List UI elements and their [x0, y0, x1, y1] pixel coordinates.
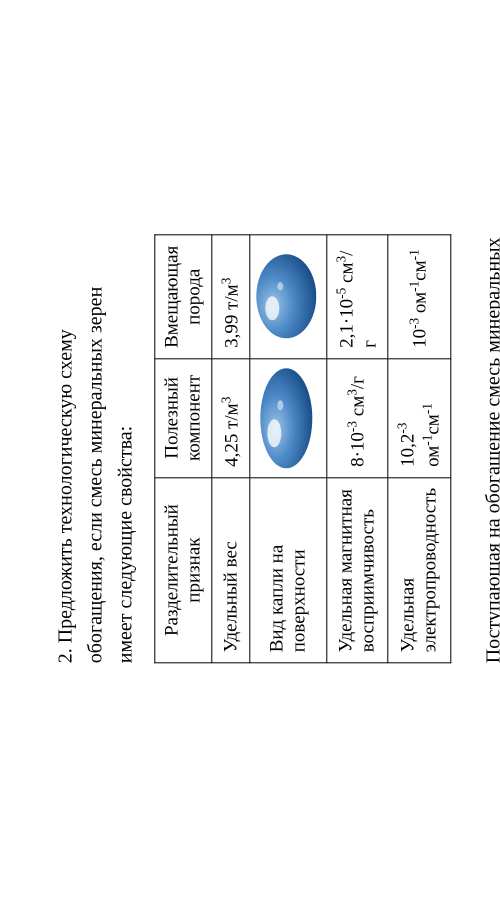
label-density: Удельный вес [212, 477, 250, 662]
value-magnetic-useful: 8·10-3 см3/г [327, 358, 387, 477]
droplet-useful-icon [256, 362, 314, 472]
header-parameter: Разделительный признак [155, 477, 212, 662]
droplet-host-icon [254, 246, 316, 346]
row-density: Удельный вес 4,25 т/м3 3,99 т/м3 [212, 235, 250, 663]
value-density-host: 3,99 т/м3 [212, 235, 250, 358]
label-droplet: Вид капли на поверхности [250, 477, 327, 662]
row-droplet: Вид капли на поверхности [250, 235, 327, 663]
value-density-useful: 4,25 т/м3 [212, 358, 250, 477]
task-intro: 2. Предложить технологическую схему обог… [50, 234, 140, 663]
outro-line-1: Поступающая на обогащение смесь минераль… [477, 234, 500, 663]
value-droplet-host [250, 235, 327, 358]
properties-table: Разделительный признак Полезный компонен… [154, 234, 451, 663]
row-magnetic: Удельная магнитная восприимчивость 8·10-… [327, 235, 387, 663]
label-magnetic: Удельная магнитная восприимчивость [327, 477, 387, 662]
header-host-rock: Вмещающая порода [155, 235, 212, 358]
page: 2. Предложить технологическую схему обог… [0, 174, 500, 723]
value-conductivity-host: 10-3 ом-1см-1 [387, 235, 451, 358]
header-useful-component: Полезный компонент [155, 358, 212, 477]
table-header-row: Разделительный признак Полезный компонен… [155, 235, 212, 663]
row-conductivity: Удельная электропроводность 10,2-3 ом-1с… [387, 235, 451, 663]
value-magnetic-host: 2,1·10-5 см3/г [327, 235, 387, 358]
value-droplet-useful [250, 358, 327, 477]
label-conductivity: Удельная электропроводность [387, 477, 451, 662]
value-conductivity-useful: 10,2-3 ом-1см-1 [387, 358, 451, 477]
task-outro: Поступающая на обогащение смесь минераль… [477, 234, 500, 663]
